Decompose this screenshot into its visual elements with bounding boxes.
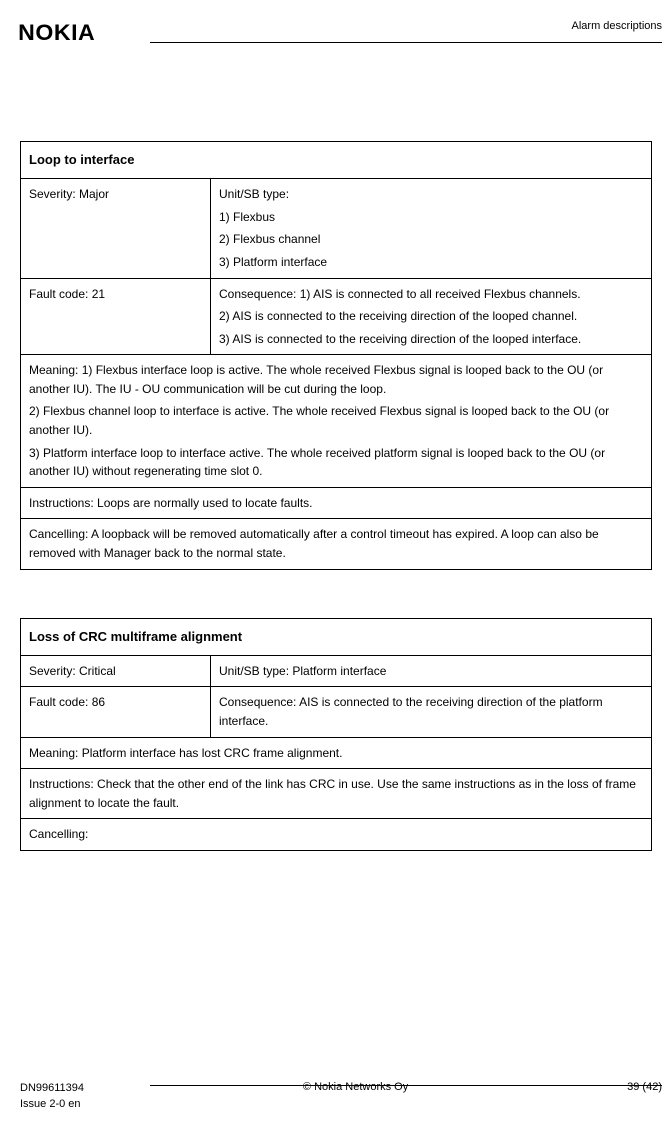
- loop-severity: Severity: Major: [21, 179, 211, 278]
- crc-consequence: Consequence: AIS is connected to the rec…: [211, 687, 652, 737]
- footer-page: 39 (42): [627, 1081, 662, 1093]
- loop-meaning-3: 3) Platform interface loop to interface …: [29, 444, 643, 481]
- crc-cancelling: Cancelling:: [21, 819, 652, 851]
- header-section: Alarm descriptions: [572, 20, 662, 32]
- loop-cons-2: 2) AIS is connected to the receiving dir…: [219, 307, 643, 326]
- crc-title: Loss of CRC multiframe alignment: [21, 618, 652, 655]
- loop-unitsb: Unit/SB type: 1) Flexbus 2) Flexbus chan…: [211, 179, 652, 278]
- loop-meaning-1: Meaning: 1) Flexbus interface loop is ac…: [29, 361, 643, 398]
- footer-copyright: © Nokia Networks Oy: [84, 1081, 627, 1093]
- loop-consequence: Consequence: 1) AIS is connected to all …: [211, 278, 652, 355]
- loop-unitsb-3: 3) Platform interface: [219, 253, 643, 272]
- loop-fault: Fault code: 21: [21, 278, 211, 355]
- crc-instructions: Instructions: Check that the other end o…: [21, 769, 652, 819]
- loop-unitsb-2: 2) Flexbus channel: [219, 230, 643, 249]
- loop-cons-3: 3) AIS is connected to the receiving dir…: [219, 330, 643, 349]
- footer-issue: Issue 2-0 en: [20, 1097, 84, 1112]
- header-rule: [150, 42, 662, 43]
- brand-logo: NOKIA: [18, 20, 95, 46]
- loop-meaning: Meaning: 1) Flexbus interface loop is ac…: [21, 355, 652, 488]
- crc-unitsb: Unit/SB type: Platform interface: [211, 655, 652, 687]
- loop-meaning-2: 2) Flexbus channel loop to interface is …: [29, 402, 643, 439]
- loop-unitsb-1: 1) Flexbus: [219, 208, 643, 227]
- crc-severity: Severity: Critical: [21, 655, 211, 687]
- crc-fault: Fault code: 86: [21, 687, 211, 737]
- table-loss-crc: Loss of CRC multiframe alignment Severit…: [20, 618, 652, 851]
- loop-instructions: Instructions: Loops are normally used to…: [21, 487, 652, 519]
- crc-meaning: Meaning: Platform interface has lost CRC…: [21, 737, 652, 769]
- loop-title: Loop to interface: [21, 142, 652, 179]
- loop-unitsb-label: Unit/SB type:: [219, 185, 643, 204]
- footer-docnum: DN99611394: [20, 1081, 84, 1096]
- loop-cons-1: Consequence: 1) AIS is connected to all …: [219, 285, 643, 304]
- table-loop-to-interface: Loop to interface Severity: Major Unit/S…: [20, 141, 652, 570]
- loop-cancelling: Cancelling: A loopback will be removed a…: [21, 519, 652, 569]
